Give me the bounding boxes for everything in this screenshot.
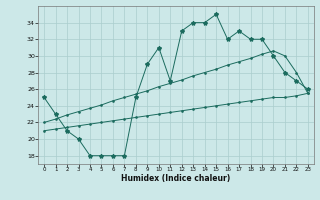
X-axis label: Humidex (Indice chaleur): Humidex (Indice chaleur) — [121, 174, 231, 183]
